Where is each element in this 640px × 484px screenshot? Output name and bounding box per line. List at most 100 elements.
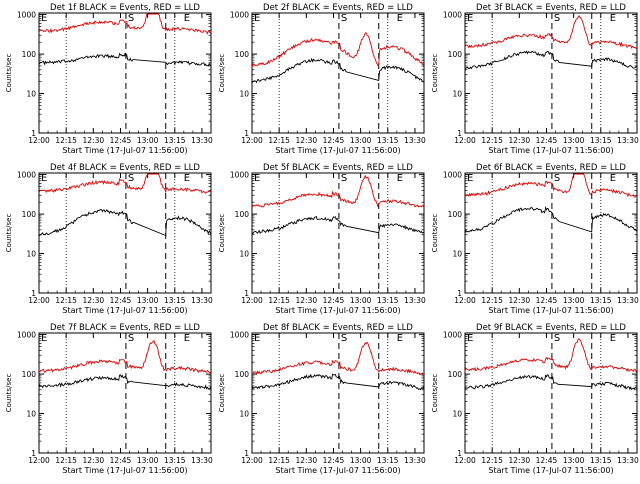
x-tick-label: 12:30 bbox=[509, 136, 531, 145]
y-tick-label: 1000 bbox=[443, 11, 462, 20]
x-tick-label: 13:30 bbox=[404, 296, 426, 305]
y-axis-label: Counts/sec bbox=[218, 374, 226, 413]
x-tick-label: 13:15 bbox=[590, 136, 612, 145]
y-axis-label: Counts/sec bbox=[431, 54, 439, 93]
x-tick-label: 13:00 bbox=[563, 456, 585, 465]
y-tick-label: 10 bbox=[452, 250, 462, 259]
y-tick-label: 100 bbox=[448, 50, 463, 59]
x-tick-label: 13:00 bbox=[137, 456, 159, 465]
start-marker-label: S bbox=[341, 13, 347, 24]
end-marker-label: E bbox=[397, 333, 403, 344]
lld-series-line bbox=[38, 13, 212, 35]
x-tick-label: 12:15 bbox=[55, 456, 77, 465]
x-axis-label: Start Time (17-Jul-07 11:56:00) bbox=[488, 466, 613, 475]
x-tick-label: 12:15 bbox=[481, 456, 503, 465]
x-tick-label: 12:45 bbox=[110, 136, 132, 145]
x-tick-label: 13:30 bbox=[617, 296, 639, 305]
y-tick-label: 10 bbox=[452, 410, 462, 419]
lld-series-line bbox=[38, 339, 212, 374]
x-tick-label: 13:15 bbox=[164, 456, 186, 465]
y-tick-label: 1000 bbox=[17, 331, 36, 340]
y-tick-label: 1 bbox=[244, 289, 249, 298]
detector-panel-9: Det 9f BLACK = Events, RED = LLD 1 10 100 10… bbox=[431, 323, 639, 475]
x-tick-label: 12:15 bbox=[268, 136, 290, 145]
x-tick-label: 13:00 bbox=[350, 296, 372, 305]
y-tick-label: 1000 bbox=[443, 171, 462, 180]
x-tick-label: 12:45 bbox=[536, 136, 558, 145]
y-axis-label: Counts/sec bbox=[431, 214, 439, 253]
plot-frame bbox=[38, 12, 212, 134]
y-axis-label: Counts/sec bbox=[5, 54, 13, 93]
start-marker-label: S bbox=[341, 333, 347, 344]
y-axis-label: Counts/sec bbox=[431, 374, 439, 413]
panel-title: Det 1f BLACK = Events, RED = LLD bbox=[50, 3, 200, 13]
detector-panel-2: Det 2f BLACK = Events, RED = LLD 1 10 100 10… bbox=[218, 3, 426, 155]
x-tick-label: 13:00 bbox=[350, 136, 372, 145]
x-tick-label: 12:30 bbox=[296, 296, 318, 305]
x-tick-label: 12:15 bbox=[481, 296, 503, 305]
lld-series-line bbox=[464, 173, 637, 198]
y-axis-label: Counts/sec bbox=[5, 214, 13, 253]
x-tick-label: 12:45 bbox=[536, 296, 558, 305]
x-tick-label: 13:00 bbox=[137, 136, 159, 145]
x-axis-label: Start Time (17-Jul-07 11:56:00) bbox=[275, 466, 400, 475]
y-axis-label: Counts/sec bbox=[218, 54, 226, 93]
panel-title: Det 3f BLACK = Events, RED = LLD bbox=[476, 3, 626, 13]
x-tick-label: 12:45 bbox=[110, 296, 132, 305]
y-tick-label: 1 bbox=[31, 449, 36, 458]
x-tick-label: 12:00 bbox=[454, 136, 476, 145]
events-series-line bbox=[251, 57, 425, 84]
y-axis-label: Counts/sec bbox=[218, 214, 226, 253]
end-marker-label: E bbox=[184, 333, 190, 344]
x-tick-label: 13:30 bbox=[404, 136, 426, 145]
lld-series-line bbox=[251, 341, 425, 376]
y-tick-label: 10 bbox=[239, 250, 249, 259]
end-marker-label: E bbox=[397, 13, 403, 24]
end-marker-label: E bbox=[184, 173, 190, 184]
y-tick-label: 1 bbox=[244, 449, 249, 458]
x-tick-label: 12:45 bbox=[110, 456, 132, 465]
start-marker-label: S bbox=[128, 333, 134, 344]
y-tick-label: 1 bbox=[457, 129, 462, 138]
y-tick-label: 100 bbox=[448, 210, 463, 219]
corner-marker-label: E bbox=[41, 333, 47, 344]
x-tick-label: 12:00 bbox=[28, 456, 50, 465]
corner-marker-label: E bbox=[254, 333, 260, 344]
plot-frame bbox=[251, 12, 425, 134]
x-tick-label: 12:45 bbox=[323, 296, 345, 305]
corner-marker-label: E bbox=[41, 13, 47, 24]
x-tick-label: 13:15 bbox=[377, 136, 399, 145]
y-tick-label: 1000 bbox=[17, 11, 36, 20]
detector-panel-4: Det 4f BLACK = Events, RED = LLD 1 10 100 10… bbox=[5, 163, 213, 315]
start-marker-label: S bbox=[128, 173, 134, 184]
y-tick-label: 100 bbox=[22, 50, 37, 59]
end-marker-label: E bbox=[610, 333, 616, 344]
x-tick-label: 12:15 bbox=[55, 136, 77, 145]
x-tick-label: 13:00 bbox=[137, 296, 159, 305]
plot-frame bbox=[464, 332, 638, 454]
x-axis-label: Start Time (17-Jul-07 11:56:00) bbox=[488, 306, 613, 315]
x-tick-label: 13:30 bbox=[617, 456, 639, 465]
x-tick-label: 13:00 bbox=[350, 456, 372, 465]
y-tick-label: 10 bbox=[452, 90, 462, 99]
plot-frame bbox=[251, 172, 425, 294]
y-tick-label: 10 bbox=[239, 410, 249, 419]
corner-marker-label: E bbox=[254, 13, 260, 24]
y-tick-label: 10 bbox=[26, 250, 36, 259]
y-tick-label: 100 bbox=[235, 370, 250, 379]
x-tick-label: 13:30 bbox=[404, 456, 426, 465]
panel-title: Det 8f BLACK = Events, RED = LLD bbox=[263, 323, 413, 333]
panel-title: Det 6f BLACK = Events, RED = LLD bbox=[476, 163, 626, 173]
y-tick-label: 10 bbox=[26, 90, 36, 99]
x-tick-label: 13:15 bbox=[164, 296, 186, 305]
detector-panel-5: Det 5f BLACK = Events, RED = LLD 1 10 100 10… bbox=[218, 163, 426, 315]
x-tick-label: 12:00 bbox=[28, 296, 50, 305]
x-tick-label: 12:15 bbox=[481, 136, 503, 145]
events-series-line bbox=[464, 374, 638, 391]
panel-title: Det 2f BLACK = Events, RED = LLD bbox=[263, 3, 413, 13]
y-tick-label: 1 bbox=[457, 289, 462, 298]
x-tick-label: 12:00 bbox=[241, 456, 263, 465]
x-tick-label: 13:30 bbox=[191, 456, 213, 465]
x-tick-label: 12:00 bbox=[28, 136, 50, 145]
